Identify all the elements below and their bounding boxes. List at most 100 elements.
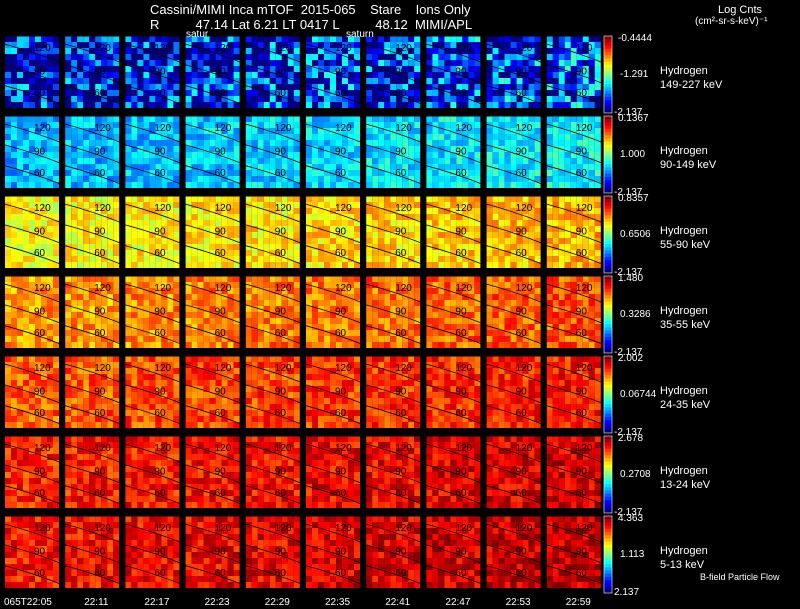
pixel-cell <box>582 312 589 318</box>
pixel-cell <box>125 336 132 342</box>
pixel-cell <box>23 146 29 152</box>
pixel-cell <box>318 220 324 226</box>
pixel-cell <box>384 342 391 348</box>
pixel-cell <box>167 36 174 42</box>
pixel-cell <box>498 342 505 348</box>
pixel-cell <box>251 232 258 238</box>
pixel-cell <box>372 36 379 42</box>
pixel-cell <box>287 276 294 282</box>
pixel-cell <box>324 306 330 312</box>
pixel-cell <box>432 96 439 102</box>
pixel-cell <box>474 84 481 90</box>
pixel-cell <box>161 342 168 348</box>
pixel-cell <box>564 330 571 336</box>
pixel-cell <box>426 170 433 176</box>
pixel-cell <box>233 244 240 250</box>
pixel-cell <box>564 182 571 188</box>
pixel-cell <box>251 176 258 182</box>
pixel-cell <box>173 196 180 202</box>
pixel-cell <box>588 232 595 238</box>
pixel-cell <box>173 232 180 238</box>
pixel-cell <box>113 336 120 342</box>
pixel-cell <box>336 170 342 176</box>
pixel-cell <box>474 122 481 128</box>
pixel-cell <box>89 116 96 122</box>
pixel-cell <box>408 140 415 146</box>
pixel-cell <box>552 318 559 324</box>
pixel-cell <box>570 196 577 202</box>
pixel-cell <box>504 238 511 244</box>
pixel-cell <box>342 96 348 102</box>
pixel-cell <box>245 244 252 250</box>
pixel-cell <box>486 176 493 182</box>
pixel-cell <box>318 90 324 96</box>
pixel-cell <box>456 146 463 152</box>
pixel-cell <box>324 134 330 140</box>
pixel-cell <box>11 196 17 202</box>
pixel-cell <box>197 312 204 318</box>
pixel-cell <box>215 342 222 348</box>
pixel-cell <box>191 90 198 96</box>
pixel-cell <box>468 78 475 84</box>
pixel-cell <box>372 294 379 300</box>
pixel-cell <box>233 134 240 140</box>
pixel-cell <box>245 36 252 42</box>
contour-label: 60 <box>154 328 166 339</box>
pixel-cell <box>155 256 162 262</box>
pixel-cell <box>137 330 144 336</box>
pixel-cell <box>498 196 505 202</box>
pixel-cell <box>390 122 397 128</box>
pixel-cell <box>372 256 379 262</box>
contour-line <box>485 85 546 106</box>
pixel-cell <box>23 294 29 300</box>
pixel-cell <box>107 330 114 336</box>
pixel-cell <box>41 262 47 268</box>
pixel-cell <box>510 182 517 188</box>
pixel-cell <box>348 90 354 96</box>
pixel-cell <box>5 404 11 410</box>
pixel-cell <box>215 122 222 128</box>
pixel-cell <box>354 250 360 256</box>
pixel-cell <box>71 288 78 294</box>
pixel-cell <box>185 330 192 336</box>
pixel-cell <box>71 152 78 158</box>
pixel-cell <box>29 250 35 256</box>
pixel-cell <box>269 102 276 108</box>
pixel-cell <box>149 250 156 256</box>
pixel-cell <box>125 226 132 232</box>
pixel-cell <box>408 102 415 108</box>
pixel-cell <box>408 170 415 176</box>
pixel-cell <box>576 336 583 342</box>
pixel-cell <box>588 140 595 146</box>
pixel-cell <box>35 404 41 410</box>
pixel-cell <box>281 312 288 318</box>
pixel-cell <box>107 342 114 348</box>
pixel-cell <box>185 90 192 96</box>
pixel-cell <box>366 276 373 282</box>
pixel-cell <box>546 54 553 60</box>
pixel-cell <box>131 42 138 48</box>
pixel-cell <box>113 380 120 386</box>
pixel-cell <box>348 342 354 348</box>
pixel-cell <box>468 244 475 250</box>
pixel-cell <box>245 170 252 176</box>
pixel-cell <box>149 72 156 78</box>
pixel-cell <box>450 176 457 182</box>
pixel-cell <box>137 196 144 202</box>
pixel-cell <box>47 176 53 182</box>
pixel-cell <box>396 158 403 164</box>
pixel-cell <box>83 152 90 158</box>
pixel-cell <box>456 288 463 294</box>
pixel-cell <box>35 398 41 404</box>
pixel-cell <box>510 140 517 146</box>
pixel-cell <box>215 288 222 294</box>
pixel-cell <box>456 170 463 176</box>
pixel-cell <box>552 102 559 108</box>
pixel-cell <box>131 226 138 232</box>
pixel-cell <box>402 312 409 318</box>
pixel-cell <box>53 208 59 214</box>
pixel-cell <box>11 368 17 374</box>
pixel-cell <box>330 294 336 300</box>
pixel-cell <box>269 256 276 262</box>
pixel-cell <box>534 282 541 288</box>
